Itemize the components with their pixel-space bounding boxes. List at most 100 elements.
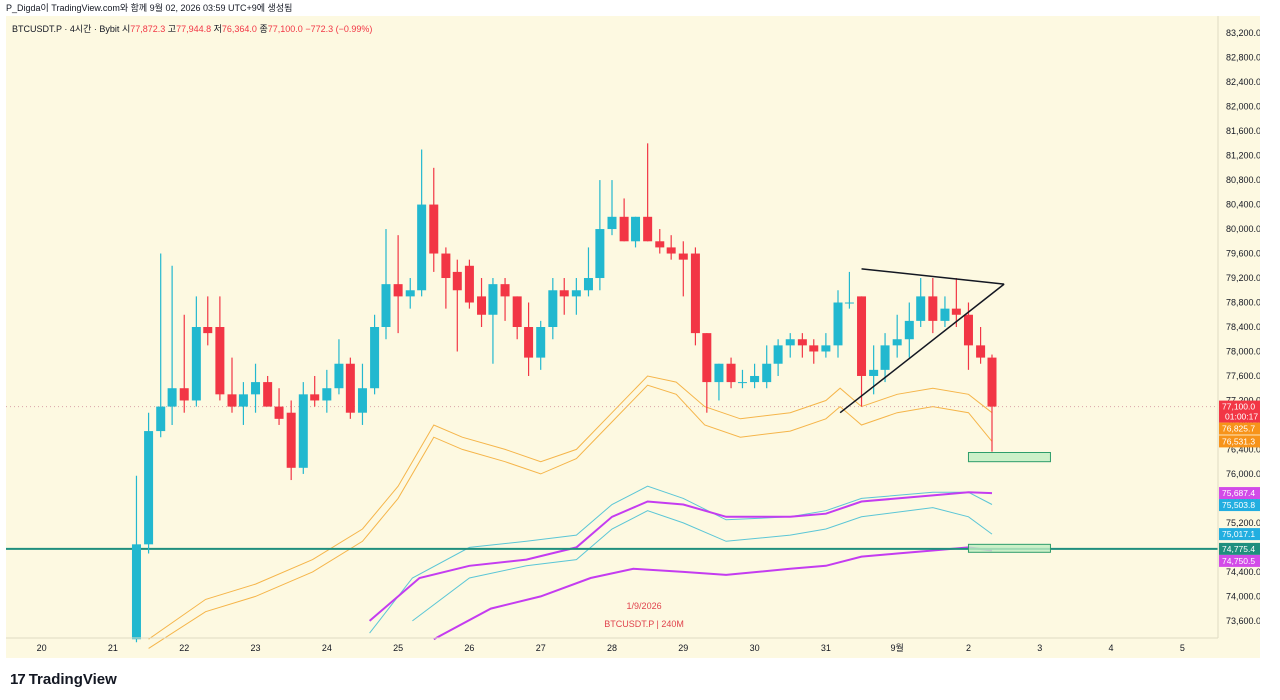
chart-panel[interactable]: 83,200.0 82,800.0 82,400.0 82,000.0 81,600.0… (6, 16, 1260, 658)
candle (892, 314, 902, 358)
price-badge: 74,775.4 (1219, 542, 1260, 555)
candle (405, 278, 415, 309)
price-badge-label: 76,531.3 (1222, 436, 1255, 446)
candles-layer (131, 143, 997, 643)
time-tick-label: 4 (1109, 643, 1114, 653)
candle-body (370, 327, 380, 389)
band-magenta-upper (368, 491, 993, 622)
legend-low: 76,364.0 (221, 24, 257, 34)
price-badge-label: 74,750.5 (1222, 556, 1255, 566)
time-tick-label: 2 (966, 643, 971, 653)
symbol-legend: BTCUSDT.P · 4시간 · Bybit 시77,872.3 고77,94… (12, 22, 372, 35)
candle-body (987, 357, 997, 407)
candle (916, 278, 926, 327)
price-badge: 75,017.1 (1219, 528, 1260, 541)
price-badge-bg (1219, 542, 1260, 555)
candle-body (976, 345, 986, 358)
candle (334, 339, 344, 395)
candle-body (928, 296, 938, 321)
candle-body (452, 271, 462, 291)
triangle-lower-trendline (839, 283, 1005, 414)
legend-high-label: 고 (167, 24, 177, 34)
candle (179, 314, 189, 413)
candle-body (951, 308, 961, 315)
candle (559, 278, 569, 315)
candle (951, 278, 961, 327)
candle (750, 363, 760, 389)
candle-body (607, 216, 617, 230)
price-badge-label: 77,100.0 (1222, 402, 1255, 412)
price-tick-label: 80,000.0 (1226, 224, 1260, 234)
candle-body (762, 363, 772, 383)
candle-body (524, 327, 534, 358)
candle-body (179, 388, 189, 401)
candle (548, 278, 558, 340)
time-tick-label: 20 (37, 643, 47, 653)
candle (643, 143, 653, 242)
price-badge: 77,100.001:00:17 (1219, 400, 1260, 423)
candle (797, 333, 807, 358)
price-tick-label: 77,600.0 (1226, 371, 1260, 381)
candle (987, 354, 997, 452)
candle (452, 259, 462, 352)
candle-body (785, 339, 795, 346)
candle (131, 475, 141, 643)
price-tick-label: 81,600.0 (1226, 126, 1260, 136)
candle (904, 302, 914, 358)
tradingview-brand[interactable]: 17 TradingView (10, 671, 117, 688)
candle (298, 382, 308, 474)
candle (940, 296, 950, 327)
candle (417, 149, 427, 297)
time-tick-label: 29 (678, 643, 688, 653)
candle-body (797, 339, 807, 346)
price-tick-label: 74,000.0 (1226, 591, 1260, 601)
candle-body (310, 394, 320, 401)
candle (583, 247, 593, 297)
price-tick-label: 76,400.0 (1226, 444, 1260, 454)
candle (322, 369, 332, 413)
price-badge: 76,531.3 (1219, 435, 1260, 448)
candle-body (892, 339, 902, 346)
time-tick-label: 3 (1037, 643, 1042, 653)
time-tick-label: 5 (1180, 643, 1185, 653)
price-badge-label: 76,825.7 (1222, 424, 1255, 434)
price-tick-label: 82,400.0 (1226, 77, 1260, 87)
price-badge-label: 75,687.4 (1222, 488, 1255, 498)
price-badge-bg (1219, 435, 1260, 448)
candle-body (737, 382, 747, 384)
page-header: P_Digda이 TradingView.com와 함께 9월 02, 2026… (0, 0, 1280, 16)
price-badge-bg (1219, 400, 1260, 423)
candle (156, 253, 166, 438)
legend-high: 77,944.8 (176, 24, 212, 34)
candle (844, 271, 854, 309)
candle (714, 363, 724, 401)
candle (512, 296, 522, 340)
price-tick-label: 80,400.0 (1226, 200, 1260, 210)
candle-body (548, 290, 558, 327)
candle-body (809, 345, 819, 352)
candle-body (690, 253, 700, 334)
candle (345, 357, 355, 419)
candle-body (464, 265, 474, 303)
candle (666, 235, 676, 260)
candle (785, 333, 795, 358)
price-badge: 75,687.4 (1219, 487, 1260, 500)
candlestick-chart[interactable]: 83,200.0 82,800.0 82,400.0 82,000.0 81,600.0… (6, 16, 1260, 658)
candle-body (381, 284, 391, 327)
candle (144, 412, 154, 554)
candle (310, 375, 320, 407)
candle-body (595, 229, 605, 279)
candle-body (322, 388, 332, 401)
candle-body (536, 327, 546, 358)
candle-body (655, 241, 665, 248)
candle-body (167, 388, 177, 407)
candle-body (251, 382, 261, 395)
candle (809, 339, 819, 364)
time-tick-label: 27 (536, 643, 546, 653)
candle (976, 327, 986, 364)
price-tick-label: 81,200.0 (1226, 151, 1260, 161)
candle-body (156, 406, 166, 432)
candle (286, 400, 296, 481)
candle-body (559, 290, 569, 297)
